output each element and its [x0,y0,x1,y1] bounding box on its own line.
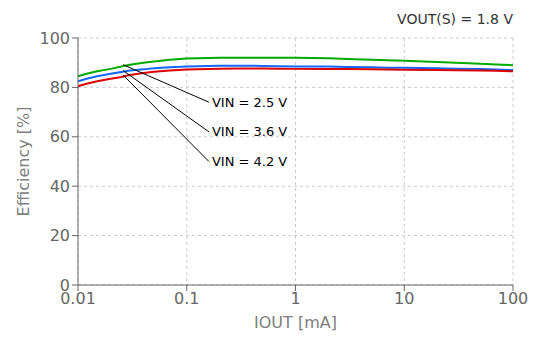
html-text:VOUT(S) = 1.8 V: VOUT(S) = 1.8 V [397,11,513,27]
svg-text:0: 0 [60,276,70,295]
svg-text:100: 100 [39,30,70,48]
svg-text:100: 100 [498,289,529,308]
svg-text:0.01: 0.01 [60,289,96,309]
svg-text:60: 60 [50,127,70,146]
svg-text:10: 10 [394,289,414,308]
svg-text:IOUT [mA]: IOUT [mA] [254,313,337,332]
svg-text:VIN = 4.2 V: VIN = 4.2 V [212,154,287,169]
svg-text:40: 40 [50,177,70,196]
svg-text:VIN = 2.5 V: VIN = 2.5 V [212,95,287,110]
svg-text:20: 20 [50,226,70,245]
svg-text:Efficiency [%]: Efficiency [%] [14,107,33,217]
svg-text:VIN = 3.6 V: VIN = 3.6 V [212,124,287,139]
svg-text:80: 80 [50,78,70,97]
svg-text:0.1: 0.1 [174,289,199,308]
svg-text:1: 1 [290,289,300,308]
